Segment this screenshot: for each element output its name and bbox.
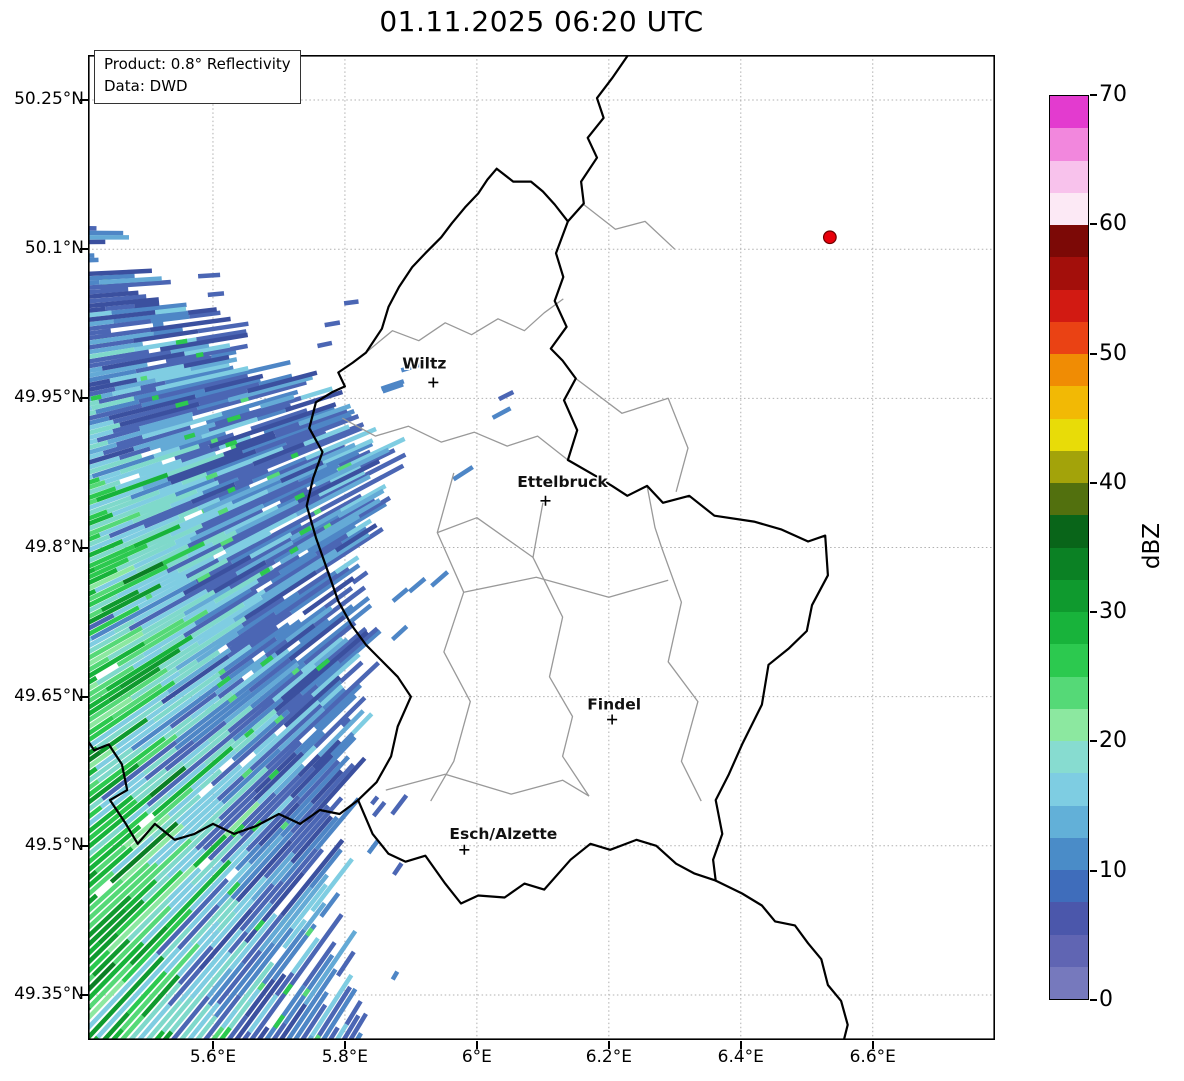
lon-tick-mark	[739, 1041, 742, 1049]
colorbar-segment	[1050, 450, 1088, 483]
colorbar-tick-mark	[1090, 94, 1097, 96]
colorbar-tick-label: 40	[1099, 469, 1127, 495]
colorbar-tick-label: 30	[1099, 599, 1127, 625]
city-label: Findel	[587, 696, 641, 714]
colorbar-segment	[1050, 741, 1088, 774]
colorbar-segment	[1050, 160, 1088, 193]
product-line: Product: 0.8° Reflectivity	[104, 55, 291, 73]
colorbar-segment	[1050, 192, 1088, 225]
lat-tick-mark	[80, 248, 88, 251]
gridlines	[88, 55, 995, 1040]
colorbar-segment	[1050, 966, 1088, 999]
colorbar-tick-label: 60	[1099, 211, 1127, 237]
lon-tick-mark	[211, 1041, 214, 1049]
colorbar-segment	[1050, 676, 1088, 709]
colorbar-tick-mark	[1090, 223, 1097, 226]
colorbar-tick-label: 10	[1099, 857, 1127, 883]
lon-tick-label: 6.2°E	[585, 1047, 632, 1067]
product-info-box: Product: 0.8° Reflectivity Data: DWD	[94, 50, 301, 104]
colorbar-tick-mark	[1090, 352, 1097, 355]
colorbar-tick-mark	[1090, 611, 1097, 614]
colorbar-segment	[1050, 354, 1088, 387]
colorbar-unit-label: dBZ	[1139, 522, 1165, 570]
colorbar-tick-label: 20	[1099, 728, 1127, 754]
colorbar-segment	[1050, 805, 1088, 838]
city-marker	[607, 714, 618, 725]
colorbar-segment	[1050, 96, 1088, 129]
lat-tick-label: 49.8°N	[24, 536, 84, 557]
city-marker	[540, 495, 551, 506]
lon-tick-label: 6.4°E	[717, 1047, 764, 1067]
city-marker	[428, 377, 439, 388]
colorbar-segment	[1050, 773, 1088, 806]
lat-tick-mark	[80, 844, 88, 847]
lon-tick-mark	[871, 1041, 874, 1049]
lon-tick-label: 5.6°E	[189, 1047, 237, 1067]
lat-tick-label: 49.5°N	[24, 834, 84, 855]
colorbar-segment	[1050, 483, 1088, 516]
radar-site-marker	[822, 230, 837, 245]
colorbar-segment	[1050, 257, 1088, 290]
colorbar-segment	[1050, 870, 1088, 903]
country-borders	[88, 55, 849, 1040]
colorbar-segment	[1050, 837, 1088, 870]
lat-tick-label: 50.25°N	[14, 89, 84, 110]
lat-tick-mark	[80, 993, 88, 996]
colorbar-segment	[1050, 128, 1088, 161]
city-marker	[459, 844, 470, 855]
lat-tick-label: 50.1°N	[24, 238, 84, 259]
lon-tick-label: 6.6°E	[849, 1047, 896, 1067]
district-borders	[341, 202, 702, 802]
colorbar-segment	[1050, 708, 1088, 741]
colorbar-tick-label: 70	[1099, 82, 1127, 107]
lat-tick-mark	[80, 99, 88, 102]
colorbar-tick-mark	[1090, 481, 1097, 484]
figure-title: 01.11.2025 06:20 UTC	[379, 5, 704, 38]
colorbar	[1049, 95, 1089, 1000]
colorbar-segment	[1050, 289, 1088, 322]
city-label: Esch/Alzette	[449, 825, 557, 843]
colorbar-tick-label: 0	[1099, 987, 1113, 1012]
map-area: Wiltz Ettelbruck Findel Esch/Alzette Produc…	[88, 50, 995, 1040]
lat-tick-label: 49.95°N	[14, 387, 84, 408]
colorbar-segment	[1050, 386, 1088, 419]
city-label: Ettelbruck	[517, 473, 608, 491]
colorbar-segment	[1050, 225, 1088, 258]
lat-tick-label: 49.65°N	[14, 685, 84, 706]
lon-tick-label: 6°E	[461, 1047, 492, 1067]
lat-tick-mark	[80, 695, 88, 698]
colorbar-segment	[1050, 515, 1088, 548]
lat-tick-label: 49.35°N	[14, 983, 84, 1004]
colorbar-segment	[1050, 644, 1088, 677]
colorbar-tick-label: 50	[1099, 340, 1127, 366]
colorbar-tick-mark	[1090, 869, 1097, 872]
city-label: Wiltz	[402, 354, 446, 372]
colorbar-segment	[1050, 902, 1088, 935]
city-annotations: Wiltz Ettelbruck Findel Esch/Alzette	[401, 353, 643, 855]
lat-tick-mark	[80, 397, 88, 400]
colorbar-segment	[1050, 547, 1088, 580]
map-frame	[88, 55, 995, 1040]
colorbar-tick-mark	[1090, 999, 1097, 1001]
colorbar-tick-mark	[1090, 740, 1097, 743]
colorbar-segment	[1050, 579, 1088, 612]
lon-tick-mark	[475, 1041, 478, 1049]
colorbar-segment	[1050, 321, 1088, 354]
lat-tick-mark	[80, 546, 88, 549]
colorbar-segment	[1050, 934, 1088, 967]
lon-tick-mark	[607, 1041, 610, 1049]
radar-map-canvas: Wiltz Ettelbruck Findel Esch/Alzette	[88, 55, 995, 1040]
colorbar-segment	[1050, 418, 1088, 451]
data-source-line: Data: DWD	[104, 76, 188, 95]
colorbar-segment	[1050, 612, 1088, 645]
lon-tick-label: 5.8°E	[321, 1047, 369, 1067]
radar-echoes	[88, 226, 515, 1040]
lon-tick-mark	[343, 1041, 346, 1049]
